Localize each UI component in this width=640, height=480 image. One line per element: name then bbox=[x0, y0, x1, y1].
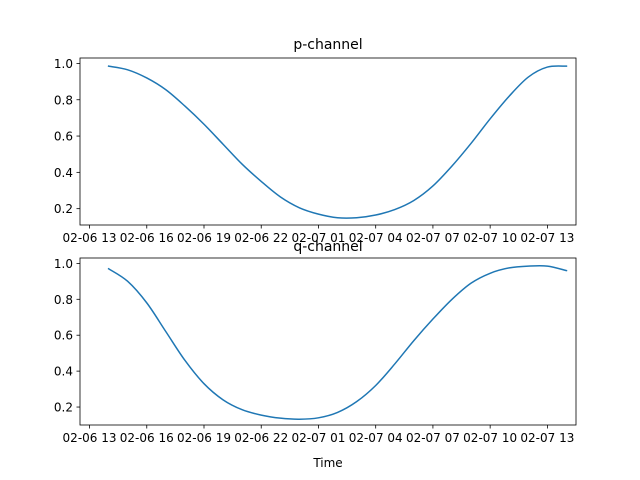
q-channel-x-tick-label: 02-07 13 bbox=[520, 431, 574, 445]
q-channel-x-tick-label: 02-07 04 bbox=[349, 431, 403, 445]
p-channel-x-tick-label: 02-07 01 bbox=[291, 231, 345, 245]
q-channel-x-tick-label: 02-06 19 bbox=[177, 431, 231, 445]
q-channel-x-ticks: 02-06 13 02-06 16 02-06 19 02-06 22 02-07 01… bbox=[63, 425, 574, 445]
p-channel-y-ticks: 0.2 0.4 0.6 0.8 1.0 bbox=[54, 57, 80, 216]
q-channel-x-tick-label: 02-07 01 bbox=[291, 431, 345, 445]
p-channel-title: p-channel bbox=[293, 37, 362, 53]
p-channel-axes-frame bbox=[79, 57, 577, 226]
q-channel-title: q-channel bbox=[293, 239, 362, 255]
p-channel-x-tick-label: 02-06 19 bbox=[177, 231, 231, 245]
q-channel-x-tick-label: 02-06 22 bbox=[234, 431, 288, 445]
q-channel-y-ticks: 0.2 0.4 0.6 0.8 1.0 bbox=[54, 257, 80, 415]
q-channel-x-tick-label: 02-07 07 bbox=[406, 431, 460, 445]
subplot-q-channel: q-channel 02-06 13 02-06 16 02-06 19 02-06 … bbox=[54, 239, 577, 470]
q-channel-y-tick-label: 1.0 bbox=[54, 257, 73, 271]
p-channel-x-tick-label: 02-07 10 bbox=[463, 231, 517, 245]
p-channel-x-ticks: 02-06 13 02-06 16 02-06 19 02-06 22 02-07 01… bbox=[63, 225, 574, 245]
p-channel-series-line bbox=[107, 65, 568, 219]
q-channel-x-tick-label: 02-06 16 bbox=[120, 431, 174, 445]
p-channel-x-tick-label: 02-06 13 bbox=[63, 231, 117, 245]
subplot-p-channel: p-channel 02-06 13 02-06 16 02-06 19 02-06 … bbox=[54, 37, 577, 245]
p-channel-y-tick-label: 0.2 bbox=[54, 202, 73, 216]
q-channel-y-tick-label: 0.8 bbox=[54, 293, 73, 307]
q-channel-y-tick-label: 0.6 bbox=[54, 329, 73, 343]
q-channel-axes-frame bbox=[79, 257, 577, 426]
p-channel-y-tick-label: 0.8 bbox=[54, 93, 73, 107]
q-channel-x-axis-label: Time bbox=[312, 456, 342, 470]
q-channel-x-tick-label: 02-06 13 bbox=[63, 431, 117, 445]
q-channel-y-tick-label: 0.2 bbox=[54, 401, 73, 415]
p-channel-x-tick-label: 02-07 13 bbox=[520, 231, 574, 245]
q-channel-series-line bbox=[107, 264, 568, 421]
p-channel-x-tick-label: 02-07 07 bbox=[406, 231, 460, 245]
q-channel-x-tick-label: 02-07 10 bbox=[463, 431, 517, 445]
p-channel-y-tick-label: 0.6 bbox=[54, 130, 73, 144]
p-channel-x-tick-label: 02-06 22 bbox=[234, 231, 288, 245]
p-channel-y-tick-label: 0.4 bbox=[54, 166, 73, 180]
q-channel-y-tick-label: 0.4 bbox=[54, 365, 73, 379]
p-channel-y-tick-label: 1.0 bbox=[54, 57, 73, 71]
p-channel-x-tick-label: 02-06 16 bbox=[120, 231, 174, 245]
p-channel-x-tick-label: 02-07 04 bbox=[349, 231, 403, 245]
